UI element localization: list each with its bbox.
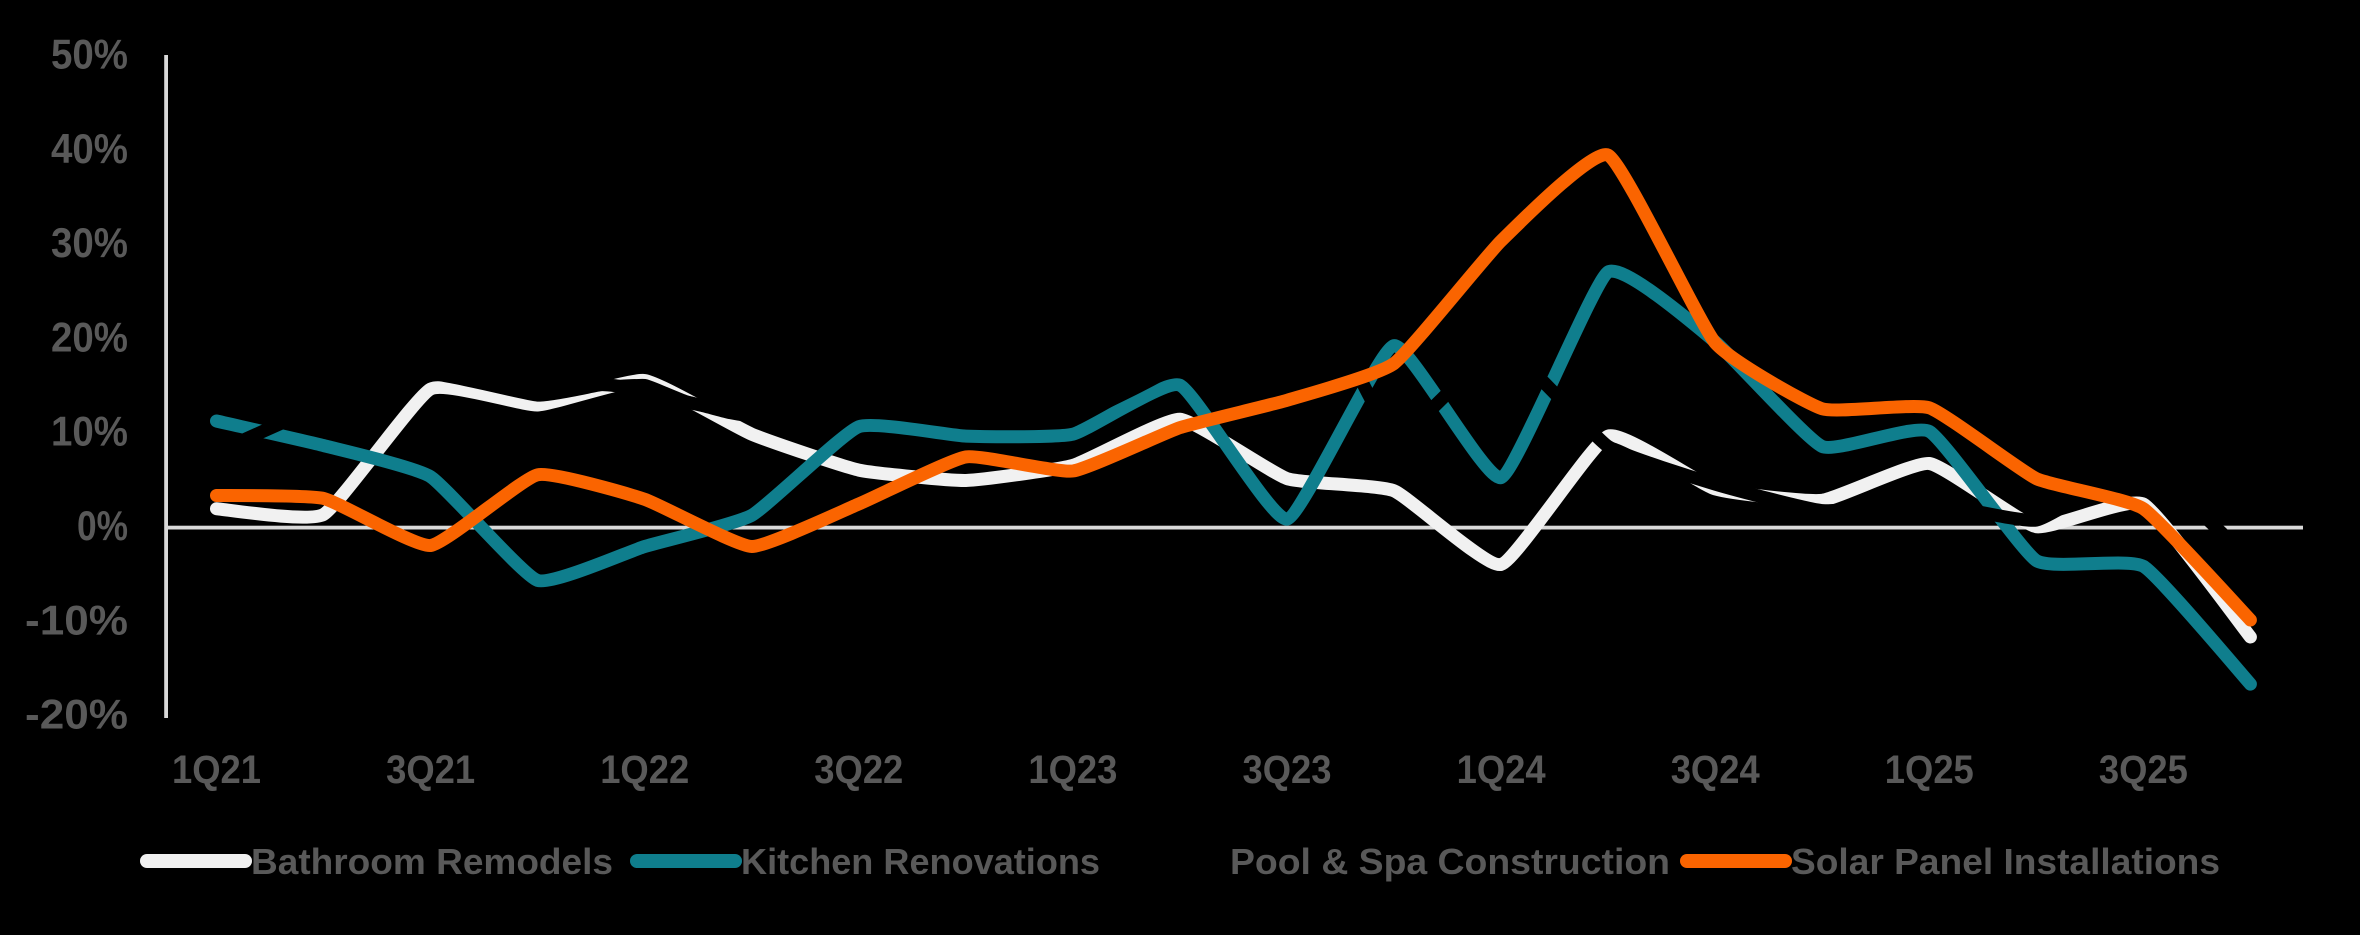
svg-text:10%: 10% [51, 408, 128, 455]
svg-text:3Q23: 3Q23 [1243, 748, 1332, 792]
svg-text:0%: 0% [77, 502, 128, 549]
svg-text:Bathroom Remodels: Bathroom Remodels [251, 841, 613, 882]
svg-text:-20%: -20% [25, 691, 128, 738]
svg-text:Solar Panel Installations: Solar Panel Installations [1791, 841, 2220, 882]
svg-text:Pool & Spa Construction: Pool & Spa Construction [1230, 841, 1670, 882]
svg-text:3Q25: 3Q25 [2099, 748, 2188, 792]
svg-text:50%: 50% [51, 31, 128, 78]
svg-text:1Q21: 1Q21 [172, 748, 261, 792]
svg-text:-10%: -10% [25, 596, 128, 643]
svg-text:3Q22: 3Q22 [814, 748, 903, 792]
svg-text:Kitchen Renovations: Kitchen Renovations [741, 841, 1100, 882]
svg-text:1Q22: 1Q22 [600, 748, 689, 792]
svg-text:3Q21: 3Q21 [386, 748, 475, 792]
svg-text:20%: 20% [51, 313, 128, 360]
svg-text:1Q25: 1Q25 [1885, 748, 1974, 792]
svg-text:30%: 30% [51, 219, 128, 266]
svg-text:3Q24: 3Q24 [1671, 748, 1761, 792]
svg-text:40%: 40% [51, 125, 128, 172]
svg-text:1Q24: 1Q24 [1457, 748, 1547, 792]
svg-text:1Q23: 1Q23 [1028, 748, 1117, 792]
